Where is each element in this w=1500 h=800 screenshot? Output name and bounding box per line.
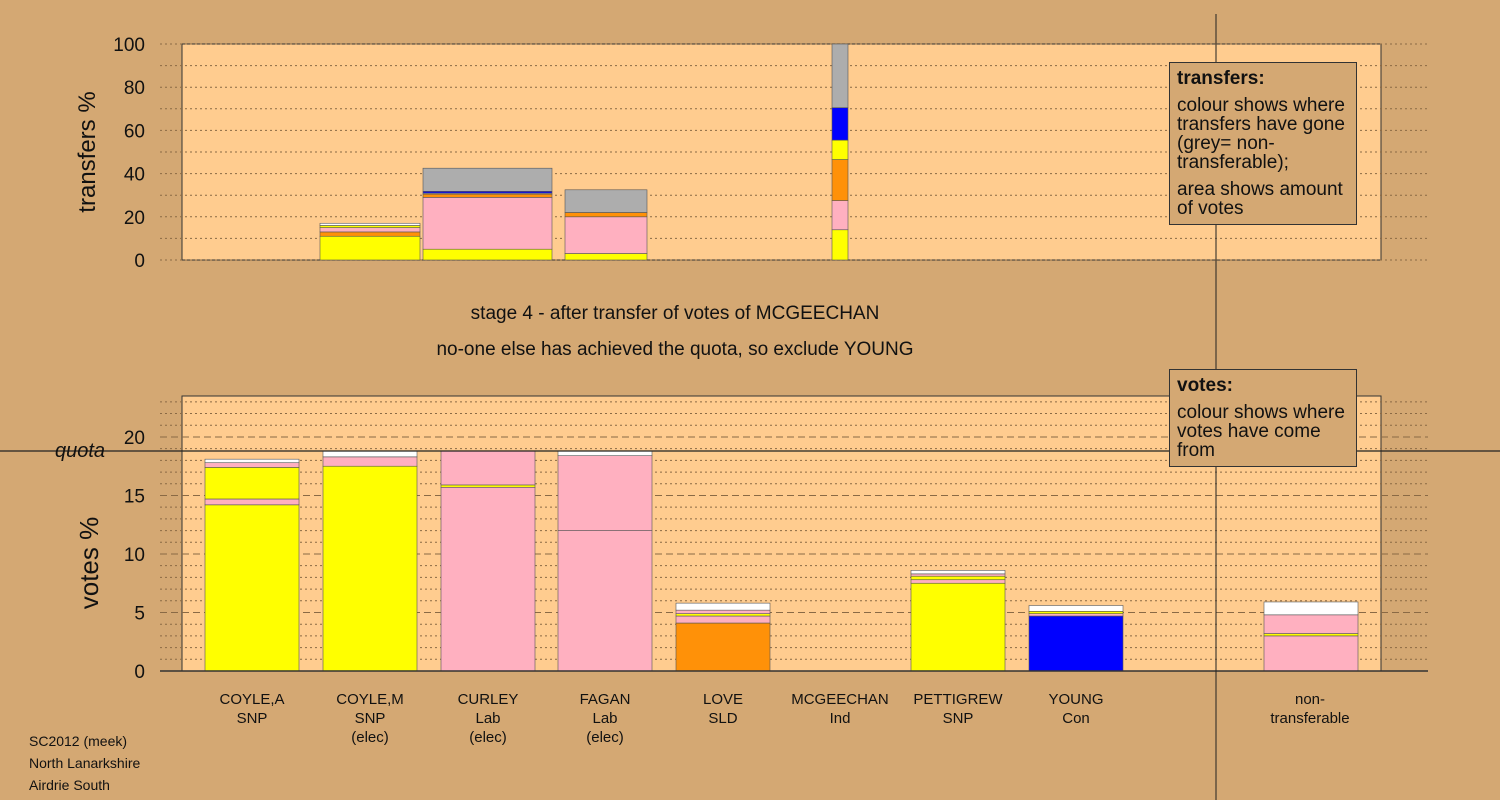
transfer-bar-segment [422,248,553,261]
quota-label: quota [55,440,105,462]
vote-bar-segment [910,579,1006,584]
votes-legend-title: votes: [1177,375,1233,396]
votes-y-tick-label: 0 [134,662,145,683]
footer-ward: Airdrie South [29,777,110,793]
vote-bar-segment [1263,635,1359,672]
transfer-bar-segment [319,235,421,261]
vote-bar-segment [440,486,536,672]
transfer-bar-segment [422,193,553,198]
vote-bar-segment [1028,613,1124,617]
candidate-label: CURLEY [458,691,519,708]
vote-bar-segment [1028,611,1124,614]
candidate-label: Con [1062,710,1090,727]
vote-bar-segment [557,450,653,456]
vote-bar-segment [675,613,771,617]
transfer-bar-segment [319,231,421,237]
footer-election: SC2012 (meek) [29,733,128,749]
stage-description: stage 4 - after transfer of votes of MCG… [470,303,880,324]
candidate-label: PETTIGREW [913,691,1003,708]
transfer-bar-segment [564,189,648,213]
vote-bar-segment [1028,615,1124,672]
vote-bar-segment [910,570,1006,575]
vote-bar-segment [322,456,418,467]
candidate-label: SLD [708,710,737,727]
transfer-bar-segment [564,253,648,261]
transfer-bar-segment [422,197,553,250]
vote-bar-segment [557,455,653,531]
transfer-bar-segment [831,200,849,231]
transfers-y-axis-label: transfers % [74,91,101,212]
transfer-bar-segment [831,107,849,141]
votes-y-tick-label: 15 [124,486,145,507]
votes-y-tick-label: 5 [134,603,145,624]
transfers-legend-area-text: area shows amount of votes [1177,179,1343,219]
vote-bar-segment [675,602,771,611]
footer-info: SC2012 (meek) North Lanarkshire Airdrie … [29,730,140,796]
vote-bar-segment [322,450,418,458]
transfer-bar-segment [319,225,421,228]
transfer-bar-segment [319,222,421,226]
candidate-label: SNP [355,710,386,727]
transfers-legend-box: transfers: colour shows where transfers … [1169,62,1357,225]
candidate-label: MCGEECHAN [791,691,889,708]
vote-bar-segment [675,615,771,624]
candidate-label: (elec) [469,729,507,746]
transfer-bar-segment [831,43,849,109]
transfers-y-tick-label: 40 [124,165,145,186]
transfers-legend-text: colour shows where transfers have gone (… [1177,95,1345,173]
transfer-bar-segment [564,212,648,218]
votes-legend-text: colour shows where votes have come from [1177,402,1345,461]
vote-bar-segment [440,450,536,486]
votes-y-tick-label: 10 [124,545,145,566]
transfer-bar-segment [831,139,849,160]
candidate-label: YOUNG [1048,691,1103,708]
candidate-label: (elec) [586,729,624,746]
transfers-y-tick-label: 60 [124,121,145,142]
vote-bar-segment [675,609,771,614]
vote-bar-segment [1263,614,1359,634]
transfer-bar-segment [831,159,849,201]
vote-bar-segment [910,582,1006,672]
transfer-bar-segment [831,229,849,261]
transfers-y-tick-label: 100 [113,35,145,56]
vote-bar-segment [204,504,300,672]
candidate-label: COYLE,A [219,691,284,708]
transfer-bar-segment [564,216,648,254]
vote-bar-segment [322,465,418,672]
vote-bar-segment [910,573,1006,577]
candidate-label: LOVE [703,691,743,708]
transfers-y-tick-label: 80 [124,78,145,99]
votes-y-axis-label: votes % [74,517,104,610]
transfer-bar-segment [422,167,553,192]
vote-bar-segment [1263,601,1359,616]
vote-bar-segment [204,498,300,506]
candidate-label: Lab [592,710,617,727]
candidate-label: Lab [475,710,500,727]
votes-legend-box: votes: colour shows where votes have com… [1169,369,1357,467]
vote-bar-segment [675,622,771,672]
footer-council: North Lanarkshire [29,755,141,771]
vote-bar-segment [204,462,300,468]
vote-bar-segment [1263,633,1359,637]
vote-bar-segment [440,484,536,488]
candidate-label: SNP [943,710,974,727]
candidate-label: COYLE,M [336,691,404,708]
vote-bar-segment [557,530,653,672]
nontransferable-label: transferable [1270,710,1349,727]
stage-action: no-one else has achieved the quota, so e… [436,339,914,360]
vote-bar-segment [204,458,300,464]
transfers-y-tick-label: 0 [134,251,145,272]
votes-y-tick-label: 20 [124,428,145,449]
vote-bar-segment [204,467,300,500]
transfer-bar-segment [319,227,421,233]
candidate-label: Ind [830,710,851,727]
vote-bar-segment [1028,605,1124,612]
candidate-label: SNP [237,710,268,727]
transfers-y-tick-label: 20 [124,208,145,229]
candidate-label: FAGAN [580,691,631,708]
candidate-label: (elec) [351,729,389,746]
nontransferable-label: non- [1295,691,1325,708]
vote-bar-segment [910,575,1006,581]
transfers-legend-title: transfers: [1177,68,1265,89]
